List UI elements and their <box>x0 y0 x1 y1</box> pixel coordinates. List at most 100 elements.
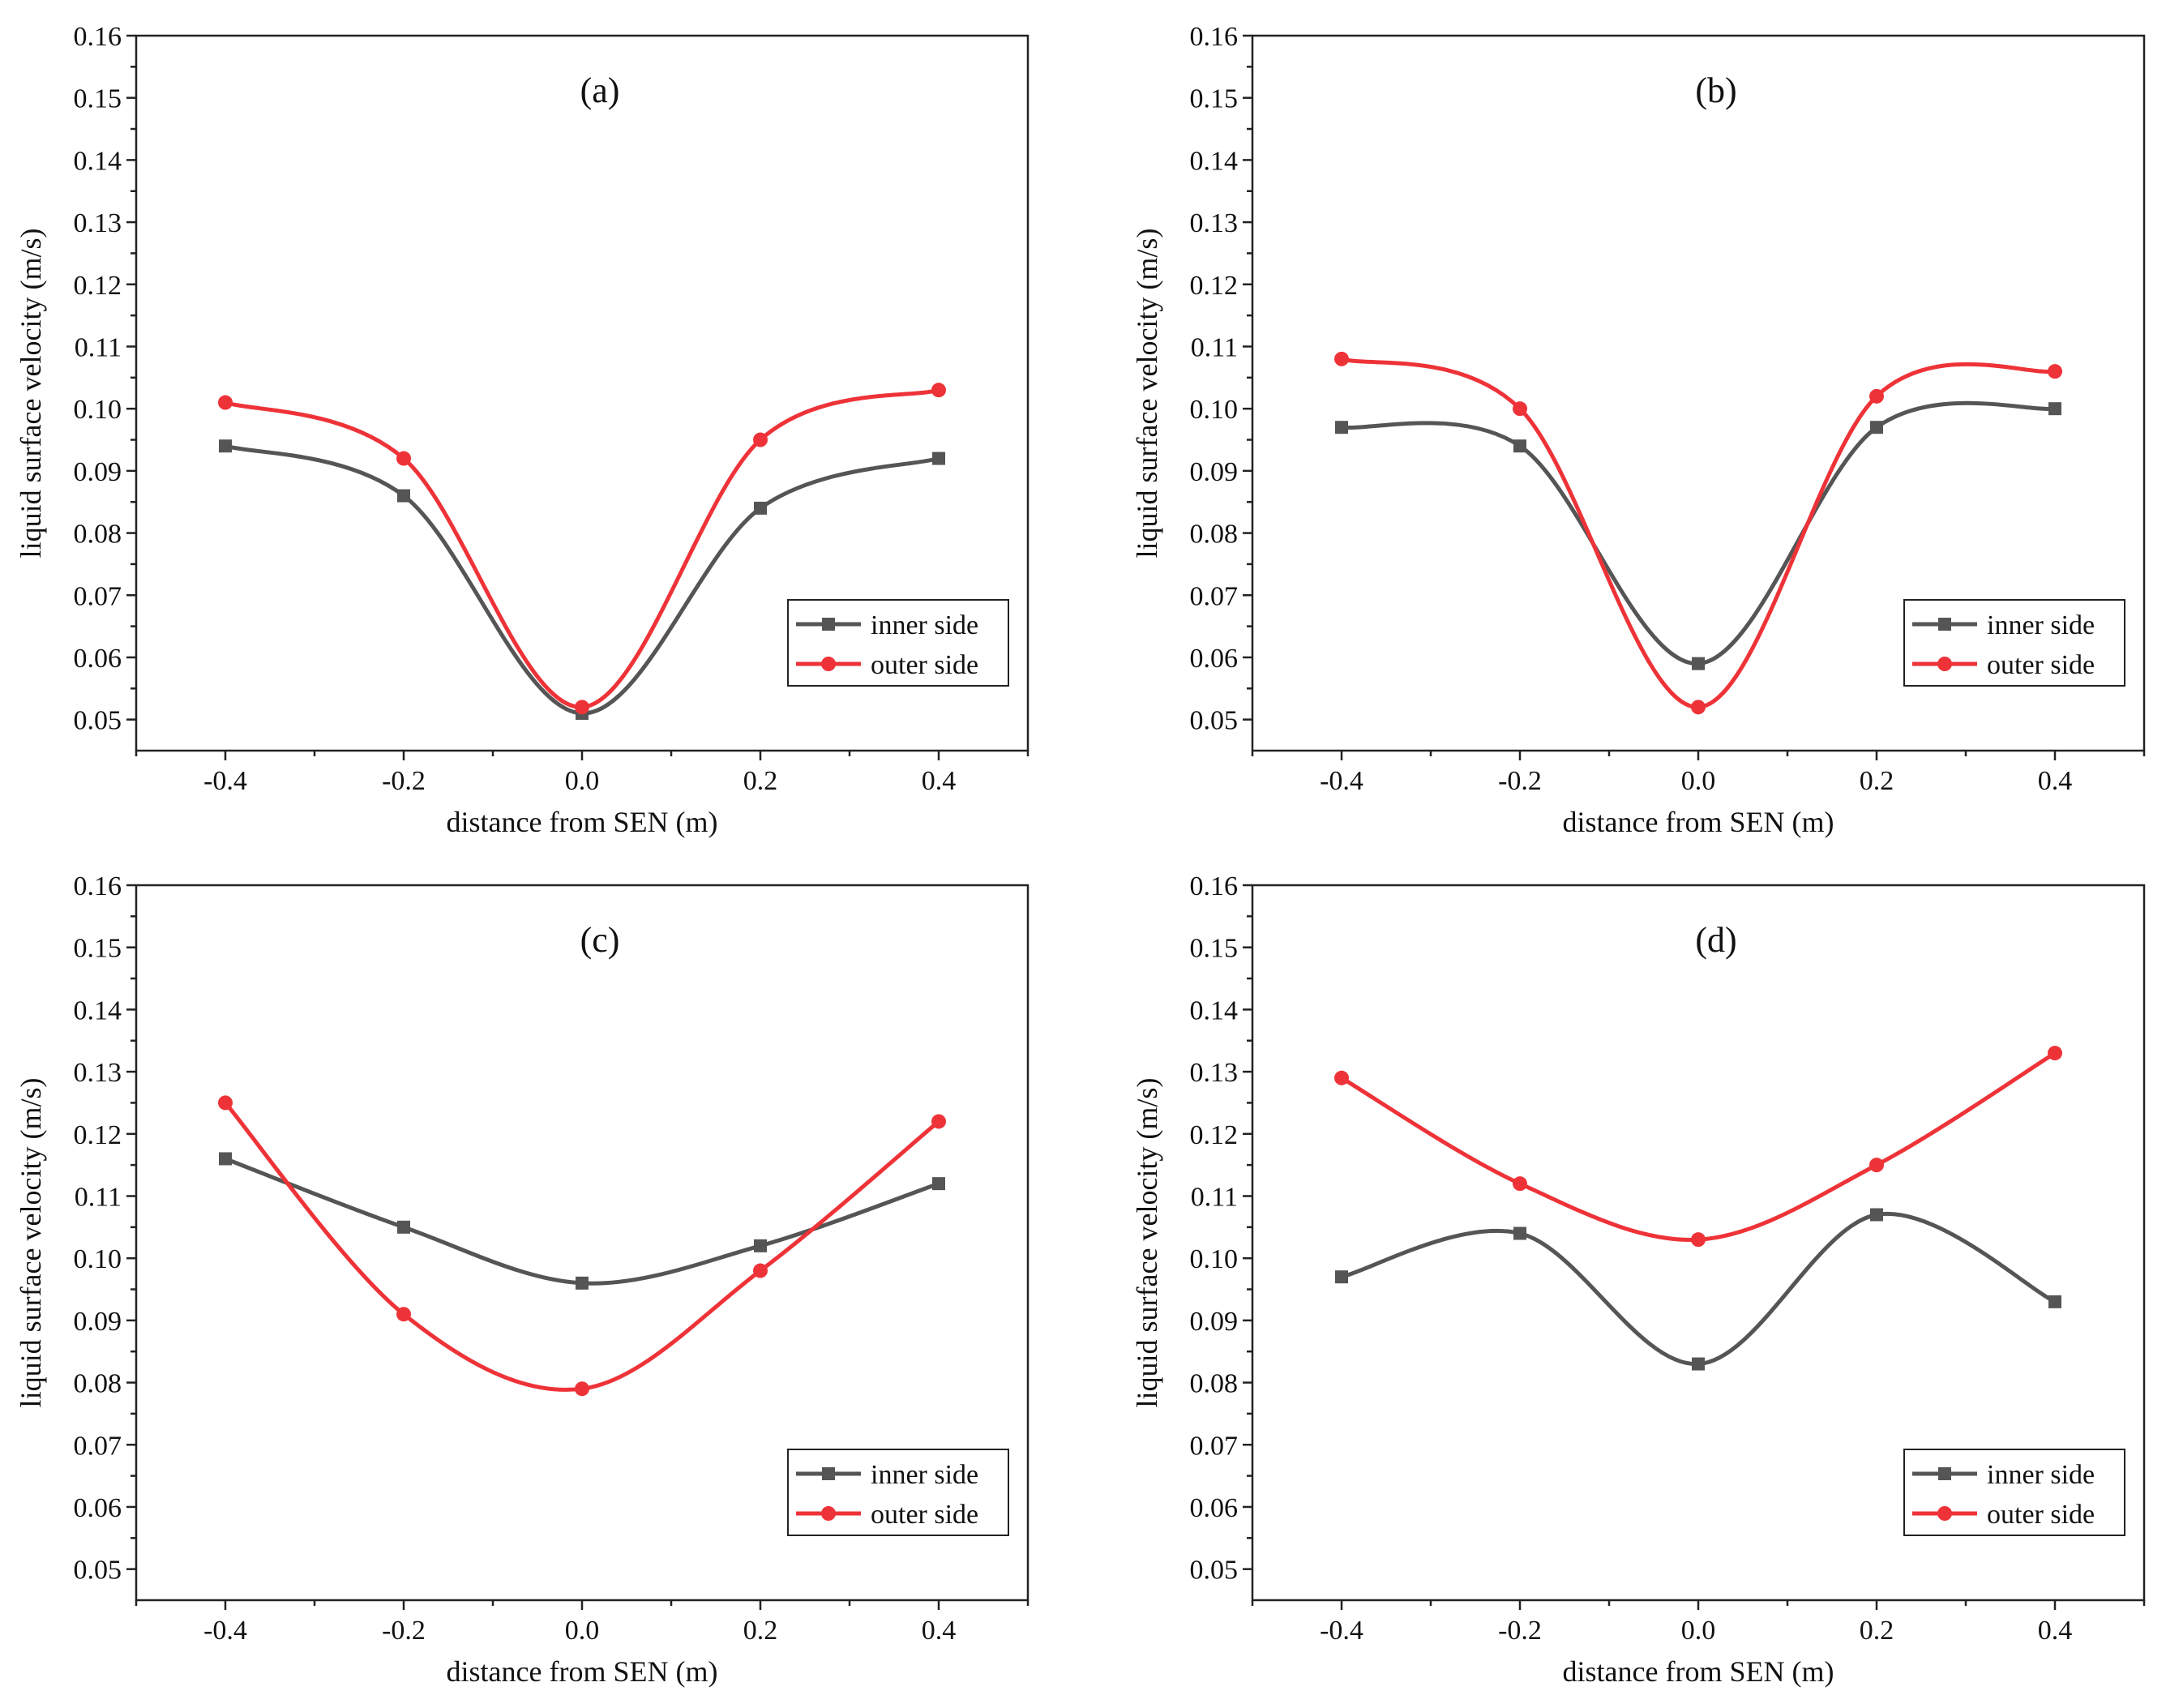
legend-label: inner side <box>1987 610 2095 640</box>
legend: inner side outer side <box>1903 599 2125 687</box>
legend-marker <box>1937 1506 1952 1521</box>
legend-label: outer side <box>871 1500 978 1530</box>
y-tick-label: 0.14 <box>1190 995 1239 1025</box>
data-point <box>576 1276 589 1290</box>
y-axis-label: liquid surface velocity (m/s) <box>1131 229 1163 559</box>
data-point <box>1513 1176 1527 1192</box>
x-tick-label: -0.2 <box>1498 1616 1542 1646</box>
panel-title: (a) <box>580 71 620 110</box>
series-outer-side <box>218 1095 946 1397</box>
y-tick-label: 0.12 <box>1190 271 1239 301</box>
y-tick-label: 0.06 <box>1190 1493 1239 1523</box>
x-tick-label: -0.4 <box>203 1616 247 1646</box>
chart-panel-d: 0.05 0.06 0.07 0.08 0.09 0.10 0.11 0.12 0.13 0.14… <box>1131 871 2146 1688</box>
legend-label: inner side <box>1987 1460 2095 1490</box>
y-tick-label: 0.10 <box>1190 1244 1239 1274</box>
y-tick-label: 0.06 <box>1190 644 1239 674</box>
series-inner-side <box>219 1152 945 1290</box>
chart-panel-b: 0.05 0.06 0.07 0.08 0.09 0.10 0.11 0.12 0.13 0.14… <box>1131 22 2146 838</box>
y-tick-label: 0.09 <box>1190 1307 1239 1337</box>
data-point <box>931 383 946 398</box>
y-tick-label: 0.08 <box>74 520 122 550</box>
y-tick-label: 0.14 <box>1190 146 1239 176</box>
series-outer-side <box>1334 351 2062 715</box>
data-point <box>1870 1208 1883 1222</box>
y-tick-label: 0.10 <box>1190 395 1239 425</box>
y-tick-label: 0.14 <box>74 995 122 1025</box>
y-tick-label: 0.05 <box>74 1556 122 1586</box>
x-axis-label: distance from SEN (m) <box>447 806 718 838</box>
legend-box <box>787 599 1009 687</box>
x-axis-label: distance from SEN (m) <box>1563 806 1834 838</box>
legend-marker <box>822 1467 835 1480</box>
y-axis-label: liquid surface velocity (m/s) <box>15 229 47 559</box>
x-tick-label: 0.2 <box>743 766 778 796</box>
x-tick-label: 0.4 <box>2038 1616 2073 1646</box>
y-tick-label: 0.08 <box>74 1369 122 1399</box>
legend-label: inner side <box>871 610 978 640</box>
y-axis-label: liquid surface velocity (m/s) <box>1131 1078 1163 1408</box>
data-point <box>1335 1270 1348 1284</box>
x-tick-label: 0.0 <box>1681 766 1716 796</box>
y-tick-label: 0.08 <box>1190 1369 1239 1399</box>
x-tick-label: 0.2 <box>743 1616 778 1646</box>
y-tick-label: 0.16 <box>74 871 122 901</box>
y-tick-label: 0.06 <box>74 1493 122 1523</box>
y-tick-label: 0.05 <box>1190 1556 1239 1586</box>
y-tick-label: 0.09 <box>74 1307 122 1337</box>
y-tick-label: 0.11 <box>1191 1182 1238 1212</box>
legend-marker <box>1937 657 1952 671</box>
legend-label: outer side <box>1987 1500 2095 1530</box>
data-point <box>1870 421 1883 434</box>
data-point <box>932 452 945 465</box>
data-point <box>1513 1226 1526 1240</box>
series-line <box>1339 1051 2057 1242</box>
y-tick-label: 0.07 <box>1190 1431 1239 1461</box>
series-inner-side <box>1335 1208 2061 1371</box>
legend: inner side outer side <box>787 1449 1009 1536</box>
legend-label: outer side <box>1987 650 2095 680</box>
x-tick-label: -0.4 <box>1320 1616 1363 1646</box>
data-point <box>1513 439 1526 453</box>
legend-marker <box>1938 618 1951 631</box>
x-tick-label: 0.4 <box>922 1616 957 1646</box>
data-point <box>219 1152 232 1166</box>
y-tick-label: 0.16 <box>1190 871 1239 901</box>
y-tick-label: 0.08 <box>1190 520 1239 550</box>
legend-label: outer side <box>871 650 978 680</box>
legend: inner side outer side <box>787 599 1009 687</box>
chart-panel-c: 0.05 0.06 0.07 0.08 0.09 0.10 0.11 0.12 0.13 0.14… <box>15 871 1029 1688</box>
data-point <box>753 1263 768 1278</box>
y-tick-label: 0.16 <box>74 22 122 52</box>
y-tick-label: 0.07 <box>1190 581 1239 611</box>
chart-panel-a: 0.05 0.06 0.07 0.08 0.09 0.10 0.11 0.12 0.13 0.14… <box>15 22 1029 838</box>
y-tick-label: 0.05 <box>1190 706 1239 736</box>
y-tick-label: 0.06 <box>74 644 122 674</box>
y-tick-label: 0.11 <box>1191 332 1238 362</box>
data-point <box>396 1307 411 1322</box>
legend-marker <box>822 618 835 631</box>
x-tick-label: -0.2 <box>1498 766 1542 796</box>
data-point <box>1869 1158 1884 1173</box>
data-point <box>2048 1046 2062 1061</box>
data-point <box>1335 421 1348 434</box>
data-point <box>1334 1070 1349 1085</box>
x-tick-label: -0.2 <box>382 1616 426 1646</box>
x-tick-label: 0.0 <box>565 1616 600 1646</box>
series-outer-side <box>218 383 946 715</box>
series-outer-side <box>1334 1046 2062 1248</box>
data-point <box>1692 1357 1705 1371</box>
y-tick-label: 0.13 <box>1190 1058 1239 1088</box>
x-tick-label: -0.4 <box>203 766 247 796</box>
x-tick-label: -0.4 <box>1320 766 1363 796</box>
y-tick-label: 0.13 <box>74 1058 122 1088</box>
legend-box <box>787 1449 1009 1536</box>
y-tick-label: 0.09 <box>74 457 122 487</box>
legend: inner side outer side <box>1903 1449 2125 1536</box>
x-axis-label: distance from SEN (m) <box>447 1655 718 1688</box>
data-point <box>754 501 767 515</box>
data-point <box>397 1220 410 1234</box>
series-inner-side <box>1335 400 2061 670</box>
x-tick-label: 0.4 <box>2038 766 2073 796</box>
